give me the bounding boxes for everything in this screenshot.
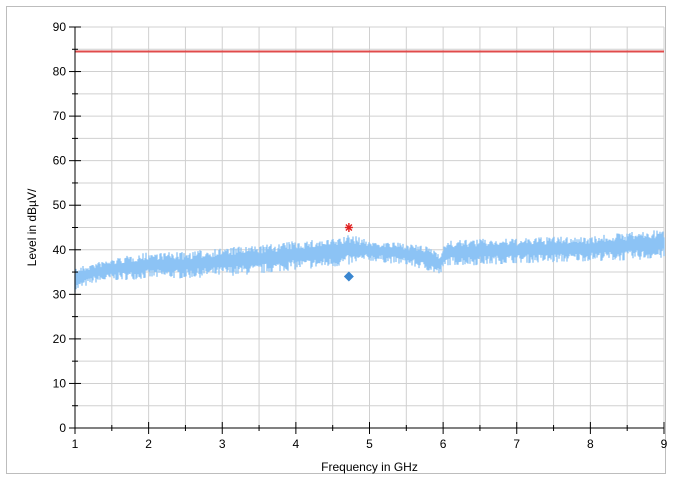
y-axis-title: Level in dBµV/ <box>25 188 39 266</box>
y-tick-label: 30 <box>53 287 67 301</box>
y-tick-label: 80 <box>53 65 67 79</box>
grid <box>74 26 665 429</box>
x-tick-label: 8 <box>587 437 594 451</box>
y-tick-label: 90 <box>53 20 67 34</box>
markers <box>343 223 354 282</box>
tick-labels: 0 10 20 30 40 50 60 70 80 90 1 2 3 4 5 6 7 8 9 <box>53 20 668 451</box>
y-tick-label: 50 <box>53 198 67 212</box>
x-tick-label: 3 <box>219 437 226 451</box>
chart-frame <box>6 6 666 474</box>
x-tick-label: 9 <box>661 437 668 451</box>
y-tick-label: 0 <box>59 421 66 435</box>
x-tick-label: 5 <box>366 437 373 451</box>
x-axis-title: Frequency in GHz <box>321 460 418 474</box>
axes <box>69 26 665 434</box>
y-tick-label: 40 <box>53 243 67 257</box>
x-tick-label: 2 <box>145 437 152 451</box>
y-tick-label: 10 <box>53 376 67 390</box>
y-tick-label: 20 <box>53 332 67 346</box>
y-tick-label: 60 <box>53 154 67 168</box>
x-tick-label: 1 <box>72 437 79 451</box>
peak-marker-asterisk <box>344 223 353 232</box>
peak-marker-diamond <box>343 271 354 282</box>
x-tick-label: 4 <box>293 437 300 451</box>
x-tick-label: 7 <box>513 437 520 451</box>
asterisk-stroke <box>345 224 353 231</box>
y-tick-label: 70 <box>53 109 67 123</box>
x-tick-label: 6 <box>440 437 447 451</box>
